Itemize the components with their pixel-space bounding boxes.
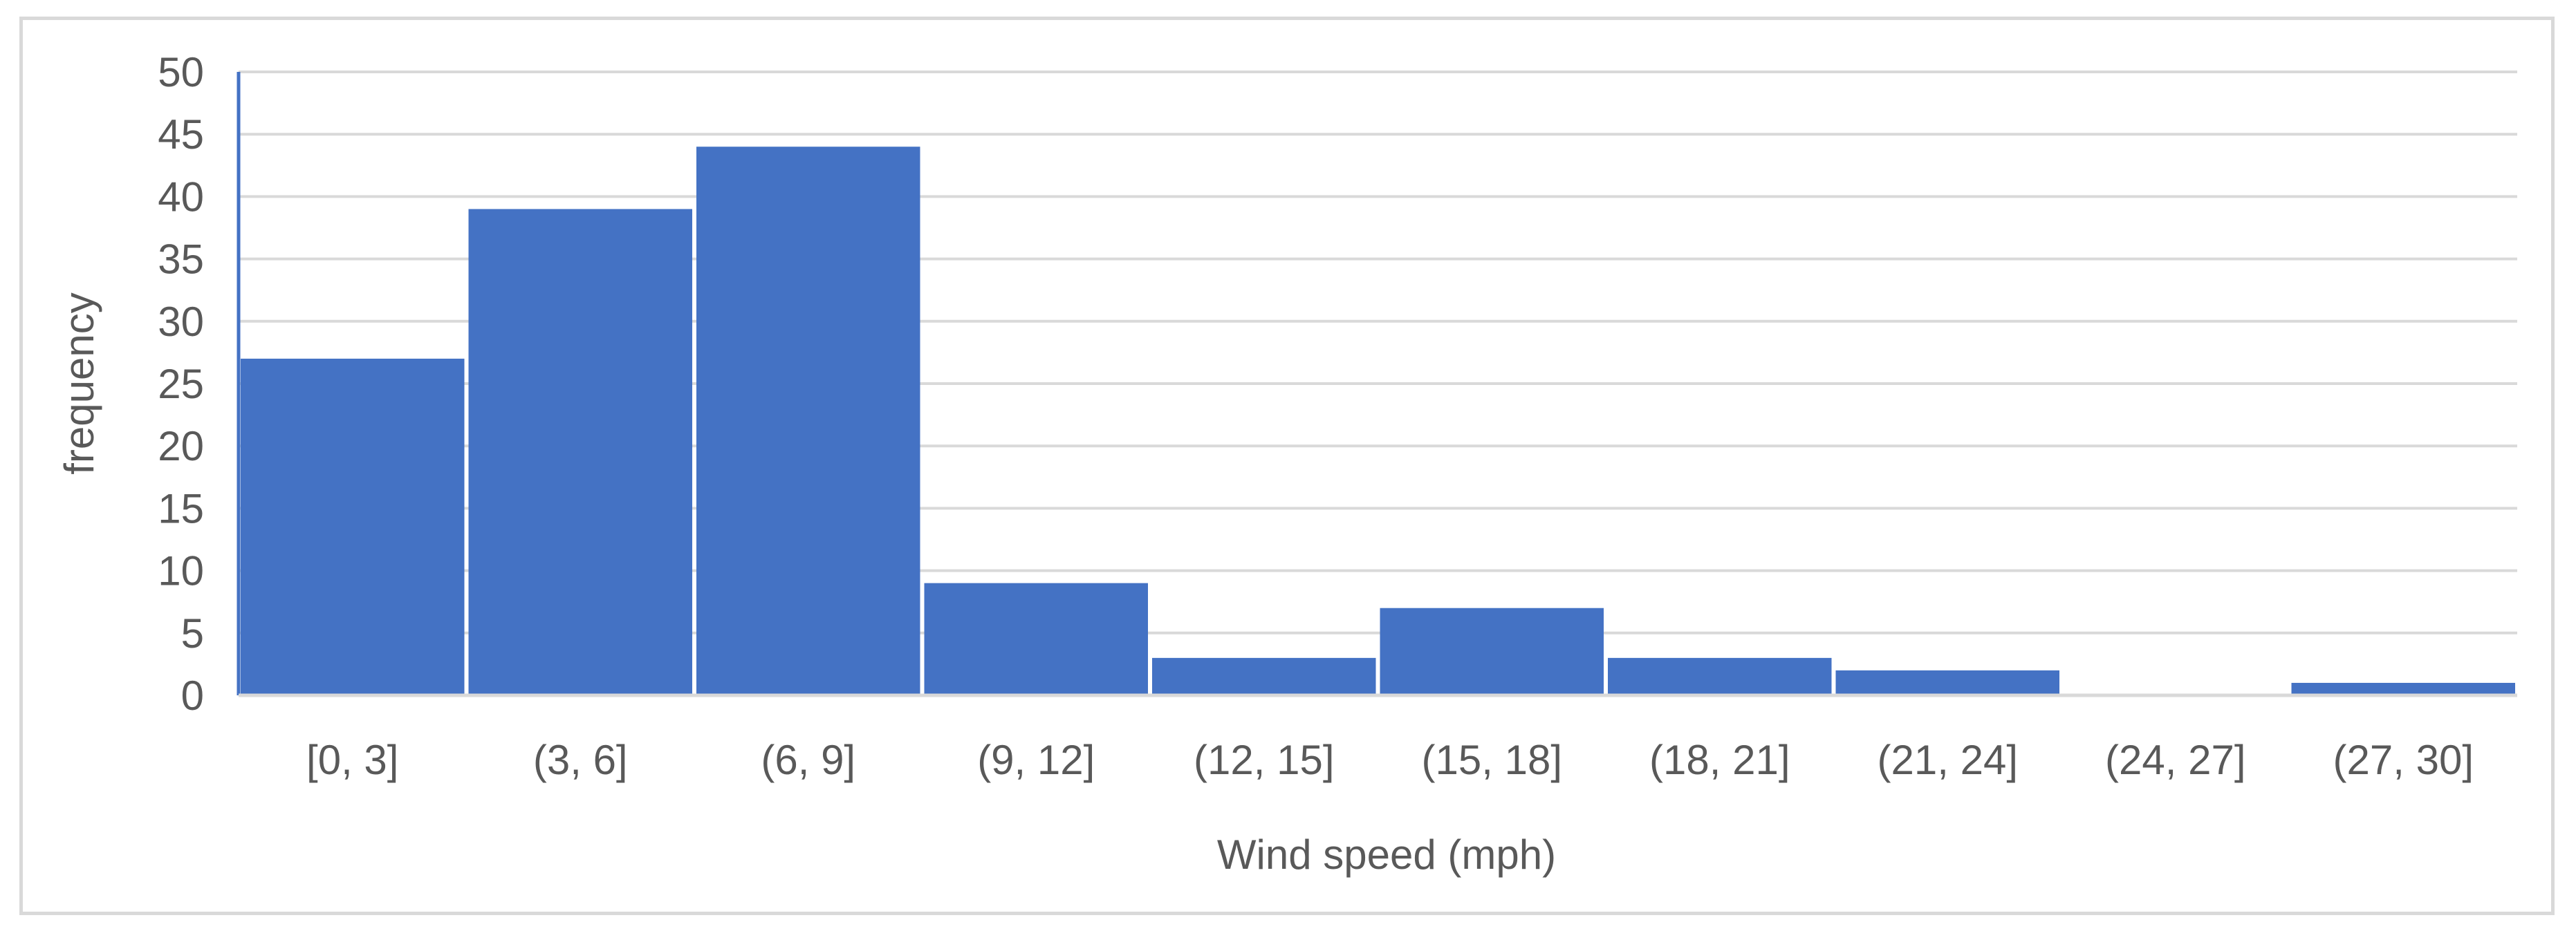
y-tick-label-5: 5 [181, 610, 204, 657]
y-tick-label-10: 10 [158, 548, 204, 594]
bar-1 [468, 209, 692, 695]
x-tick-label-5: (15, 18] [1422, 737, 1562, 783]
y-tick-label-35: 35 [158, 236, 204, 283]
x-axis-title: Wind speed (mph) [1217, 831, 1556, 878]
y-tick-labels: 0 5 10 15 20 25 30 35 40 45 50 [158, 49, 204, 719]
x-tick-label-6: (18, 21] [1649, 737, 1790, 783]
x-tick-labels: [0, 3] (3, 6] (6, 9] (9, 12] (12, 15] (15, 18… [306, 737, 2474, 783]
y-tick-label-20: 20 [158, 423, 204, 469]
bar-4 [1152, 657, 1376, 695]
y-tick-label-50: 50 [158, 49, 204, 95]
bar-5 [1380, 608, 1604, 695]
x-tick-label-0: [0, 3] [306, 737, 398, 783]
bars [241, 147, 2515, 696]
bar-0 [241, 358, 465, 695]
y-tick-label-25: 25 [158, 361, 204, 407]
x-tick-label-4: (12, 15] [1194, 737, 1334, 783]
bar-9 [2291, 682, 2515, 695]
bar-3 [924, 583, 1148, 695]
y-tick-label-30: 30 [158, 299, 204, 345]
y-tick-label-40: 40 [158, 173, 204, 220]
bar-2 [696, 147, 920, 696]
x-tick-label-9: (27, 30] [2333, 737, 2474, 783]
bar-7 [1835, 670, 2059, 695]
y-tick-label-45: 45 [158, 111, 204, 158]
axes [237, 72, 2517, 697]
y-tick-label-0: 0 [181, 673, 204, 719]
x-tick-label-2: (6, 9] [761, 737, 855, 783]
y-tick-label-15: 15 [158, 485, 204, 532]
x-tick-label-7: (21, 24] [1878, 737, 2018, 783]
bar-6 [1608, 657, 1832, 695]
x-tick-label-3: (9, 12] [977, 737, 1095, 783]
y-axis-title: frequency [56, 292, 102, 475]
x-tick-label-1: (3, 6] [533, 737, 628, 783]
x-tick-label-8: (24, 27] [2105, 737, 2245, 783]
